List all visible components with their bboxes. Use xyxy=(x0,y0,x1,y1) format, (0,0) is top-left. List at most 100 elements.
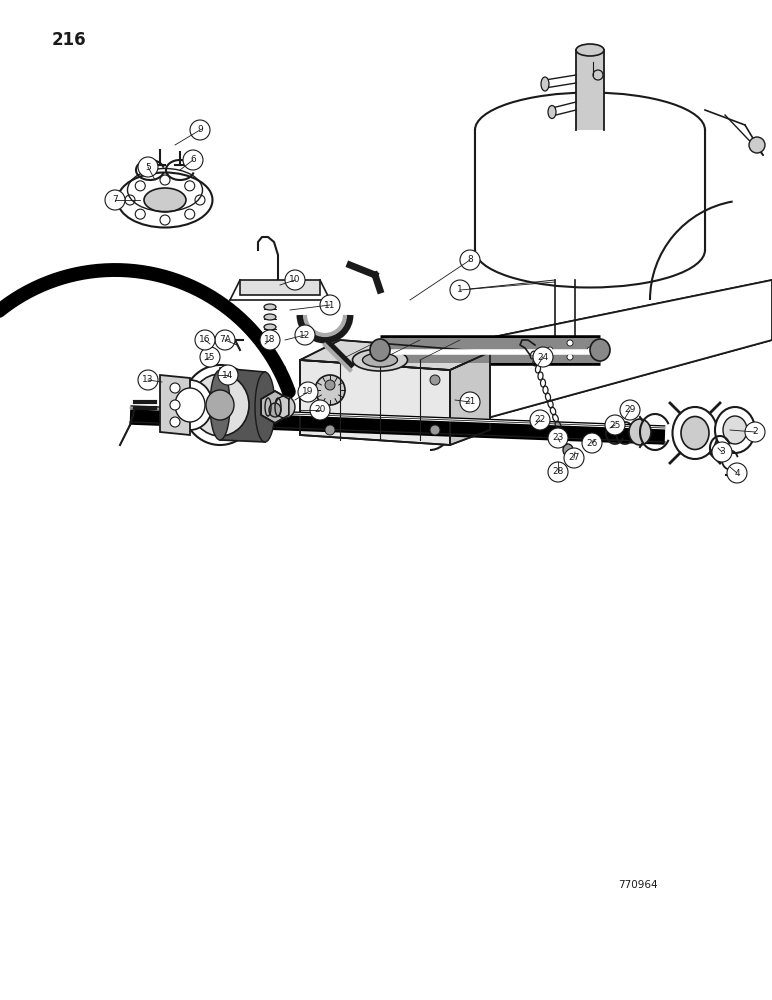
Ellipse shape xyxy=(175,388,205,422)
Text: 770964: 770964 xyxy=(618,880,658,890)
Ellipse shape xyxy=(264,304,276,310)
Ellipse shape xyxy=(168,380,212,430)
Text: 14: 14 xyxy=(222,370,234,379)
Circle shape xyxy=(548,428,568,448)
Circle shape xyxy=(450,280,470,300)
Circle shape xyxy=(183,150,203,170)
Text: 4: 4 xyxy=(734,468,740,478)
Ellipse shape xyxy=(269,403,281,417)
Circle shape xyxy=(285,270,305,290)
Circle shape xyxy=(200,347,220,367)
Ellipse shape xyxy=(363,353,398,367)
Circle shape xyxy=(460,392,480,412)
Text: 29: 29 xyxy=(625,406,635,414)
Polygon shape xyxy=(220,368,265,442)
Text: 11: 11 xyxy=(324,300,336,310)
Circle shape xyxy=(582,433,602,453)
Ellipse shape xyxy=(353,349,408,371)
Circle shape xyxy=(712,442,732,462)
Text: 3: 3 xyxy=(720,448,725,456)
Circle shape xyxy=(105,190,125,210)
Circle shape xyxy=(170,400,180,410)
Text: 16: 16 xyxy=(199,336,211,344)
Text: 13: 13 xyxy=(142,375,154,384)
Circle shape xyxy=(138,157,158,177)
Ellipse shape xyxy=(206,390,234,420)
Circle shape xyxy=(135,209,145,219)
Text: 18: 18 xyxy=(264,336,276,344)
Circle shape xyxy=(430,375,440,385)
Circle shape xyxy=(195,330,215,350)
Ellipse shape xyxy=(117,172,212,228)
Text: 1: 1 xyxy=(457,286,463,294)
Polygon shape xyxy=(160,375,190,435)
Ellipse shape xyxy=(264,324,276,330)
Circle shape xyxy=(298,382,318,402)
Text: 10: 10 xyxy=(290,275,301,284)
Circle shape xyxy=(460,250,480,270)
Text: 25: 25 xyxy=(609,420,621,430)
Ellipse shape xyxy=(255,372,275,442)
Circle shape xyxy=(745,422,765,442)
Polygon shape xyxy=(450,352,490,445)
Circle shape xyxy=(749,137,765,153)
Ellipse shape xyxy=(715,407,755,453)
Text: 7A: 7A xyxy=(219,336,231,344)
Circle shape xyxy=(160,175,170,185)
Polygon shape xyxy=(300,360,450,445)
Circle shape xyxy=(135,181,145,191)
Ellipse shape xyxy=(672,407,717,459)
Text: 24: 24 xyxy=(537,353,549,361)
Text: 8: 8 xyxy=(467,255,473,264)
Circle shape xyxy=(325,425,335,435)
Text: 9: 9 xyxy=(197,125,203,134)
Circle shape xyxy=(587,347,593,353)
Circle shape xyxy=(620,400,640,420)
Circle shape xyxy=(160,215,170,225)
Circle shape xyxy=(727,463,747,483)
Polygon shape xyxy=(430,280,772,420)
Circle shape xyxy=(325,380,335,390)
Ellipse shape xyxy=(576,44,604,56)
Circle shape xyxy=(185,181,195,191)
Ellipse shape xyxy=(723,416,747,444)
Circle shape xyxy=(605,415,625,435)
FancyBboxPatch shape xyxy=(576,50,604,130)
Ellipse shape xyxy=(264,314,276,320)
Ellipse shape xyxy=(541,77,549,91)
Circle shape xyxy=(170,417,180,427)
Circle shape xyxy=(547,347,553,353)
Text: 26: 26 xyxy=(586,438,598,448)
Text: 216: 216 xyxy=(52,31,86,49)
Text: 7: 7 xyxy=(112,196,118,205)
Ellipse shape xyxy=(543,340,598,360)
Text: 22: 22 xyxy=(534,416,546,424)
Ellipse shape xyxy=(315,375,345,405)
Text: 23: 23 xyxy=(552,434,564,442)
Circle shape xyxy=(170,383,180,393)
Circle shape xyxy=(260,330,280,350)
Ellipse shape xyxy=(370,339,390,361)
Circle shape xyxy=(218,365,238,385)
Text: 15: 15 xyxy=(205,353,215,361)
Text: 12: 12 xyxy=(300,330,310,340)
Circle shape xyxy=(190,120,210,140)
Ellipse shape xyxy=(559,346,581,354)
Circle shape xyxy=(125,195,135,205)
Text: 20: 20 xyxy=(314,406,326,414)
Circle shape xyxy=(320,295,340,315)
Circle shape xyxy=(567,340,573,346)
Text: 28: 28 xyxy=(552,468,564,477)
Circle shape xyxy=(295,325,315,345)
Text: 19: 19 xyxy=(303,387,313,396)
Ellipse shape xyxy=(590,339,610,361)
Circle shape xyxy=(567,354,573,360)
Text: 27: 27 xyxy=(568,454,580,462)
Polygon shape xyxy=(261,391,289,423)
Circle shape xyxy=(138,370,158,390)
FancyBboxPatch shape xyxy=(475,130,705,250)
Polygon shape xyxy=(300,340,490,370)
Circle shape xyxy=(564,448,584,468)
Ellipse shape xyxy=(548,105,556,118)
Circle shape xyxy=(310,400,330,420)
